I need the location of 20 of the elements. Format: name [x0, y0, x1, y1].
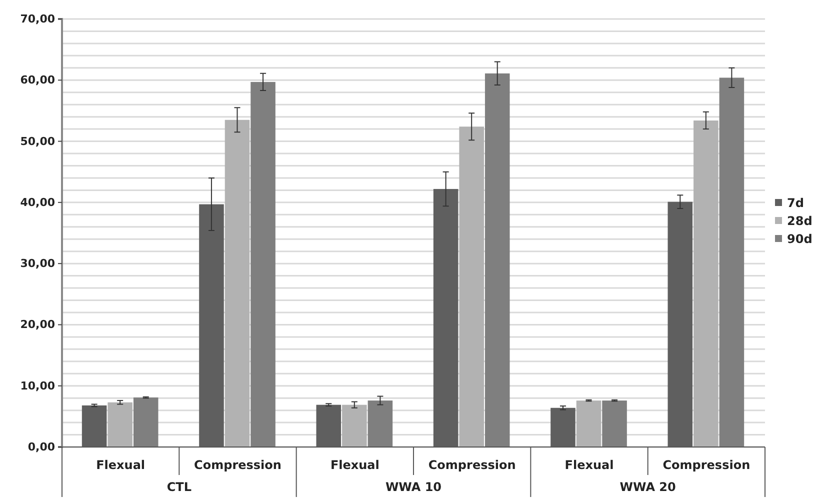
y-tick-label: 50,00 — [20, 134, 56, 148]
y-tick-label: 60,00 — [20, 74, 56, 87]
y-tick-label: 20,00 — [20, 318, 56, 332]
legend-label: 7d — [787, 196, 804, 210]
x-tick-label: Compression — [662, 458, 750, 472]
legend-label: 28d — [787, 214, 812, 228]
text: CTL — [166, 480, 192, 494]
y-tick-label: 0,00 — [28, 440, 56, 454]
x-tick-label: Flexual — [564, 458, 614, 472]
text: WWA 10 — [385, 480, 442, 494]
text: WWA 20 — [620, 480, 676, 494]
y-tick-label: 40,00 — [20, 196, 56, 209]
x-tick-label: Compression — [428, 458, 516, 472]
y-tick-label: 10,00 — [20, 379, 56, 392]
x-tick-label: Compression — [194, 458, 282, 472]
y-tick-label: 30,00 — [20, 257, 56, 270]
y-tick-label: 70,00 — [20, 12, 56, 26]
legend-label: 90d — [787, 232, 812, 246]
x-tick-label: Flexual — [96, 458, 146, 472]
x-tick-label: Flexual — [330, 458, 380, 472]
